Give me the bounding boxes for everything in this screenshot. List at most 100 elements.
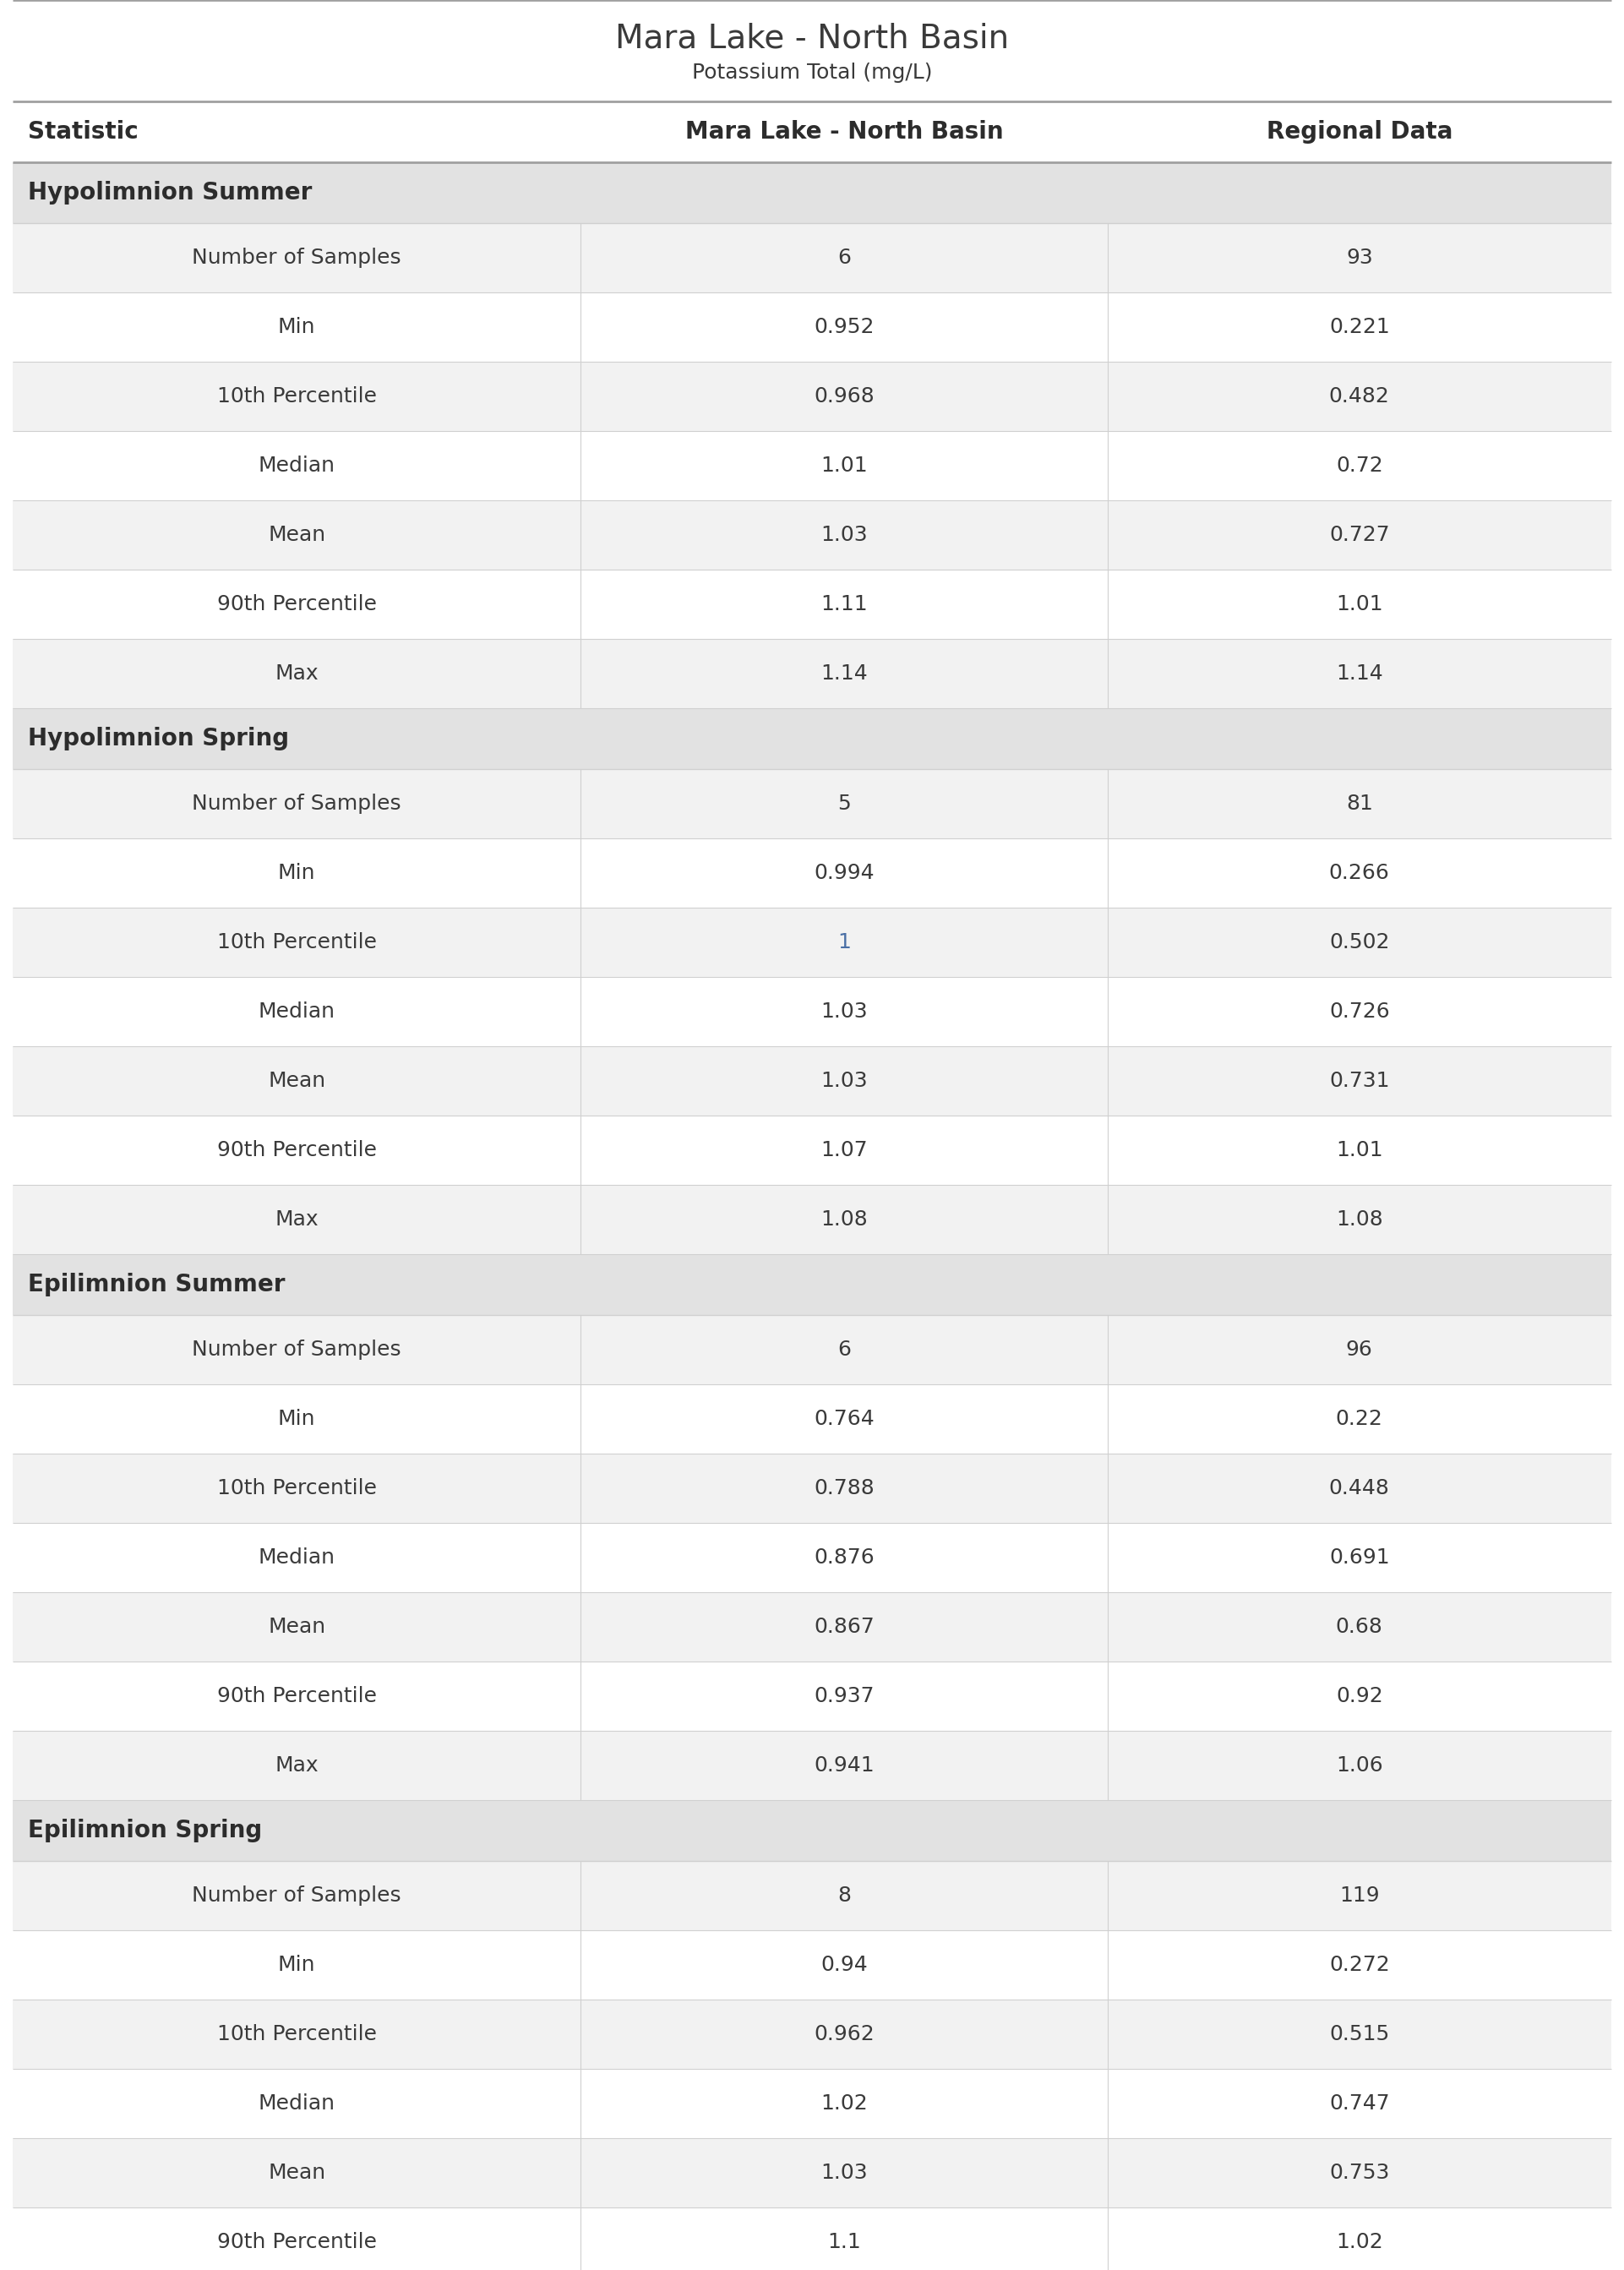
Bar [13, 1453, 1611, 1523]
Bar [13, 838, 1611, 908]
Bar [13, 1930, 1611, 2000]
Bar [13, 1115, 1611, 1185]
Text: Number of Samples: Number of Samples [192, 794, 401, 815]
Bar [13, 2138, 1611, 2206]
Text: 8: 8 [838, 1886, 851, 1907]
Text: 1.02: 1.02 [820, 2093, 867, 2113]
Text: Mara Lake - North Basin: Mara Lake - North Basin [685, 120, 1004, 143]
Text: 1.03: 1.03 [820, 1001, 867, 1022]
Text: Hypolimnion Summer: Hypolimnion Summer [28, 182, 312, 204]
Text: 90th Percentile: 90th Percentile [216, 1140, 377, 1160]
Text: 0.962: 0.962 [814, 2025, 874, 2045]
Bar [13, 570, 1611, 638]
Text: 0.482: 0.482 [1328, 386, 1390, 406]
Text: 0.515: 0.515 [1328, 2025, 1390, 2045]
Text: 0.867: 0.867 [814, 1616, 874, 1637]
Bar [13, 1662, 1611, 1730]
Bar [13, 1800, 1611, 1861]
Text: 90th Percentile: 90th Percentile [216, 595, 377, 615]
Text: 1.11: 1.11 [820, 595, 867, 615]
Text: Min: Min [278, 1410, 315, 1430]
Text: 1.08: 1.08 [820, 1210, 867, 1230]
Bar [13, 2206, 1611, 2270]
Text: Min: Min [278, 1954, 315, 1975]
Text: Potassium Total (mg/L): Potassium Total (mg/L) [692, 64, 932, 84]
Bar [13, 431, 1611, 499]
Text: 119: 119 [1340, 1886, 1379, 1907]
Text: 1: 1 [838, 933, 851, 953]
Text: 81: 81 [1346, 794, 1372, 815]
Text: 10th Percentile: 10th Percentile [216, 386, 377, 406]
Text: Epilimnion Spring: Epilimnion Spring [28, 1818, 263, 1843]
Text: Regional Data: Regional Data [1267, 120, 1452, 143]
Bar [13, 1253, 1611, 1314]
Text: 0.68: 0.68 [1335, 1616, 1384, 1637]
Text: Number of Samples: Number of Samples [192, 1339, 401, 1360]
Text: 10th Percentile: 10th Percentile [216, 933, 377, 953]
Text: 1.03: 1.03 [820, 1071, 867, 1092]
Text: 0.502: 0.502 [1328, 933, 1390, 953]
Text: 0.968: 0.968 [814, 386, 874, 406]
Text: 96: 96 [1346, 1339, 1372, 1360]
Text: 1.14: 1.14 [1337, 663, 1384, 683]
Text: Statistic: Statistic [28, 120, 138, 143]
Bar [13, 1185, 1611, 1253]
Text: Min: Min [278, 863, 315, 883]
Text: Number of Samples: Number of Samples [192, 1886, 401, 1907]
Bar [13, 1385, 1611, 1453]
Text: 0.753: 0.753 [1328, 2163, 1390, 2184]
Text: 0.266: 0.266 [1328, 863, 1390, 883]
Bar [13, 1523, 1611, 1591]
Bar [13, 0, 1611, 102]
Text: 1.03: 1.03 [820, 524, 867, 545]
Text: Mean: Mean [268, 2163, 325, 2184]
Text: 1.01: 1.01 [1337, 595, 1382, 615]
Text: 6: 6 [838, 1339, 851, 1360]
Text: Median: Median [258, 1001, 335, 1022]
Text: 10th Percentile: 10th Percentile [216, 2025, 377, 2045]
Text: 0.876: 0.876 [814, 1548, 874, 1569]
Text: 0.94: 0.94 [820, 1954, 867, 1975]
Text: 6: 6 [838, 247, 851, 268]
Text: 0.994: 0.994 [814, 863, 874, 883]
Text: Max: Max [274, 663, 318, 683]
Text: 90th Percentile: 90th Percentile [216, 1687, 377, 1707]
Text: Mean: Mean [268, 1616, 325, 1637]
Text: 93: 93 [1346, 247, 1372, 268]
Text: 1.08: 1.08 [1337, 1210, 1384, 1230]
Text: Mara Lake - North Basin: Mara Lake - North Basin [615, 23, 1009, 54]
Text: 1.06: 1.06 [1337, 1755, 1384, 1775]
Text: 1.01: 1.01 [1337, 1140, 1382, 1160]
Text: 0.726: 0.726 [1328, 1001, 1390, 1022]
Text: Mean: Mean [268, 524, 325, 545]
Text: 0.448: 0.448 [1328, 1478, 1390, 1498]
Text: 0.22: 0.22 [1335, 1410, 1384, 1430]
Bar [13, 361, 1611, 431]
Bar [13, 708, 1611, 770]
Text: 1.01: 1.01 [820, 456, 867, 477]
Text: Median: Median [258, 2093, 335, 2113]
Text: Max: Max [274, 1210, 318, 1230]
Bar [13, 499, 1611, 570]
Bar [13, 102, 1611, 161]
Bar [13, 161, 1611, 222]
Bar [13, 2068, 1611, 2138]
Text: 0.272: 0.272 [1328, 1954, 1390, 1975]
Text: 5: 5 [838, 794, 851, 815]
Text: 0.764: 0.764 [814, 1410, 874, 1430]
Text: Hypolimnion Spring: Hypolimnion Spring [28, 726, 289, 751]
Text: Median: Median [258, 456, 335, 477]
Bar [13, 1591, 1611, 1662]
Text: 0.747: 0.747 [1328, 2093, 1390, 2113]
Text: 0.221: 0.221 [1328, 318, 1390, 338]
Text: 1.02: 1.02 [1337, 2231, 1384, 2252]
Text: Epilimnion Summer: Epilimnion Summer [28, 1273, 286, 1296]
Text: 0.691: 0.691 [1328, 1548, 1390, 1569]
Text: Mean: Mean [268, 1071, 325, 1092]
Bar [13, 770, 1611, 838]
Text: 1.1: 1.1 [827, 2231, 861, 2252]
Bar [13, 1730, 1611, 1800]
Text: 90th Percentile: 90th Percentile [216, 2231, 377, 2252]
Text: Median: Median [258, 1548, 335, 1569]
Bar [13, 976, 1611, 1046]
